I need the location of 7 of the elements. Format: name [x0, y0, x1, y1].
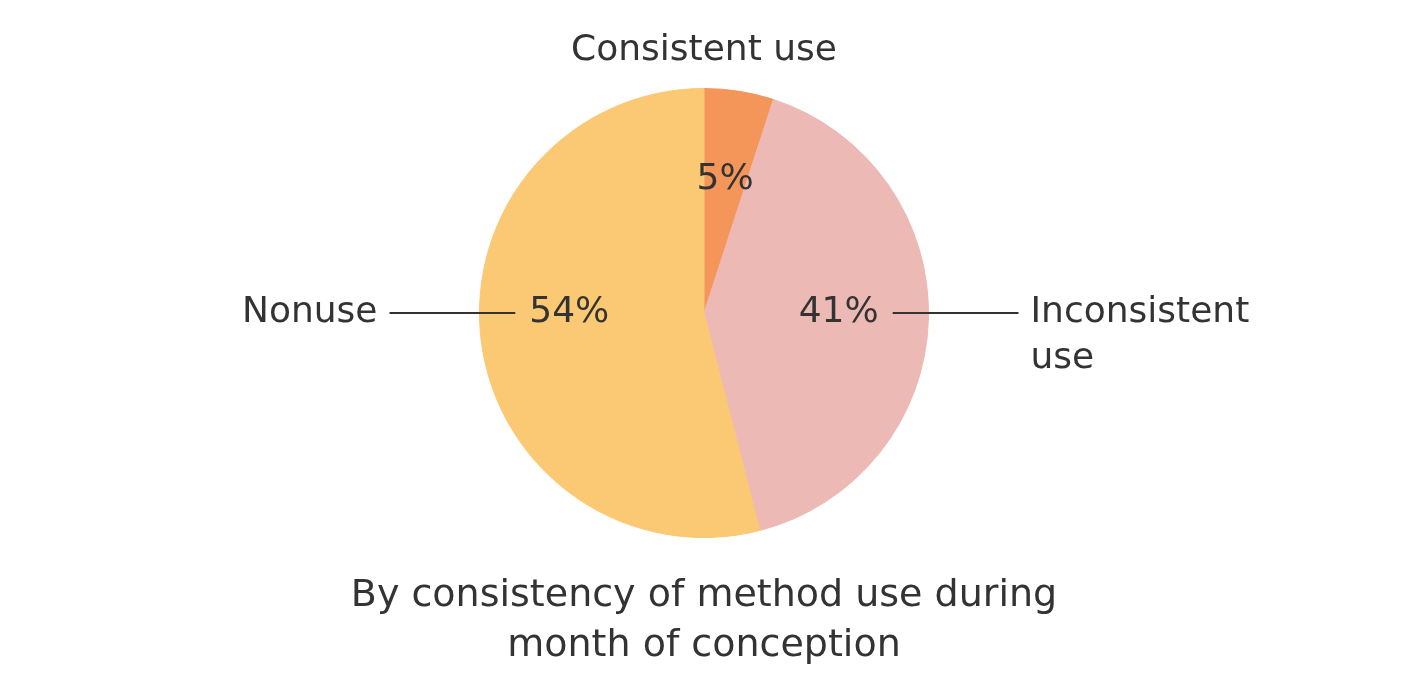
data-label: 5%: [696, 156, 754, 198]
slice-label: Consistent use: [571, 26, 837, 68]
slice-label: Nonuse: [242, 289, 378, 331]
slice-label: Inconsistent use: [1030, 289, 1250, 377]
data-label: 54%: [529, 289, 610, 331]
data-label: 41%: [798, 289, 879, 331]
text: By consistency of method use during month of conception: [349, 570, 1059, 667]
